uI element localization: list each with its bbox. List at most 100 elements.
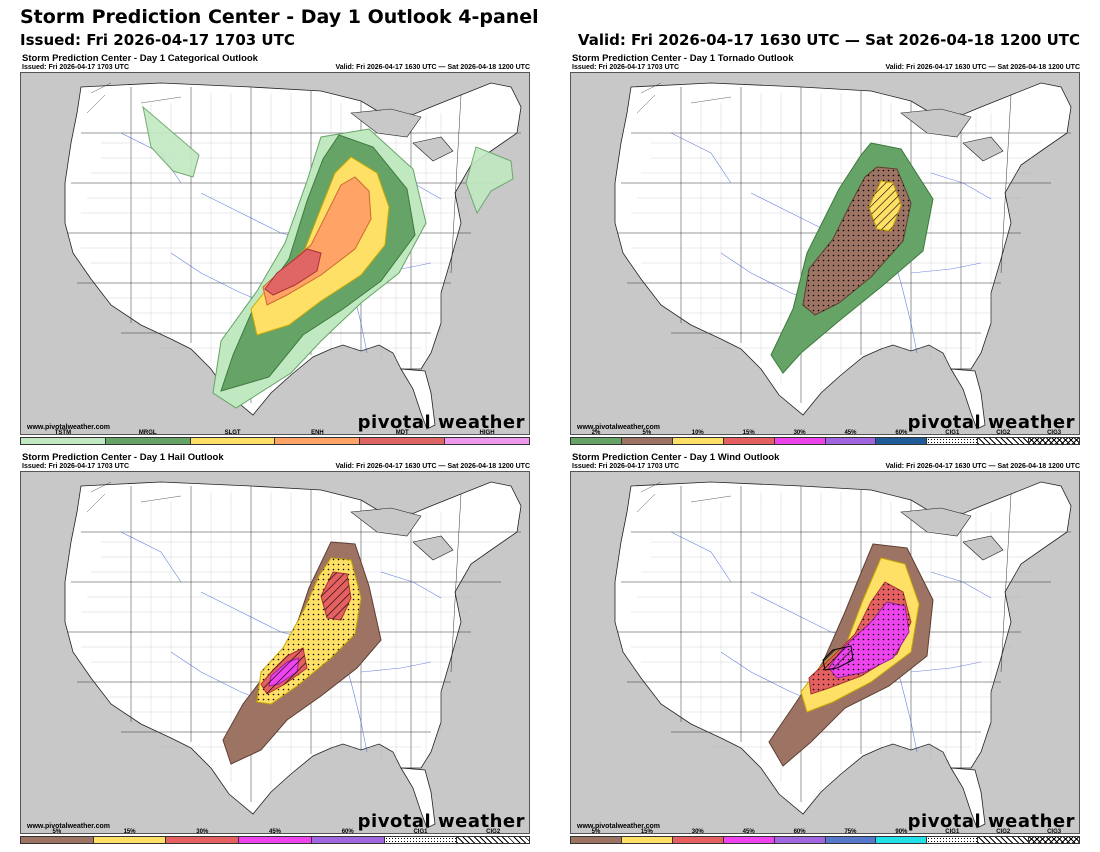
legend-label: 5% (591, 829, 601, 835)
legend-swatch: 5% (571, 829, 622, 843)
legend-swatch: 30% (672, 829, 724, 843)
legend-bar: 2% 5% 10% 15% 30% 45% 60% CIG1 CIG2 CIG3 (570, 430, 1080, 445)
legend-label: CIG3 (1047, 430, 1062, 436)
panel-valid: Valid: Fri 2026-04-17 1630 UTC — Sat 202… (885, 64, 1080, 71)
legend-label: 5% (642, 430, 652, 436)
legend-label: 45% (269, 829, 282, 835)
legend-swatch: 15% (723, 430, 775, 444)
legend-swatch: 60% (311, 829, 385, 843)
legend-swatch: CIG3 (1029, 829, 1080, 843)
tstm-area-west (142, 105, 200, 178)
legend-swatch: 60% (774, 829, 826, 843)
legend-bar: TSTM MRGL SLGT ENH MDT HIGH (20, 430, 530, 445)
site-watermark: www.pivotalweather.com (577, 424, 660, 431)
legend-swatch: 30% (166, 829, 240, 843)
legend-swatch: 5% (621, 430, 673, 444)
legend-label: MDT (395, 430, 409, 436)
issued-time: Issued: Fri 2026-04-17 1703 UTC (20, 31, 295, 49)
legend-swatch: 45% (825, 430, 877, 444)
outlook-map[interactable]: www.pivotalweather.com pivotal weather (20, 471, 530, 834)
tor-10pct-cig (869, 181, 901, 231)
legend-label: 15% (742, 430, 755, 436)
legend-swatch: CIG2 (978, 430, 1030, 444)
legend-label: 90% (895, 829, 908, 835)
panel-issued: Issued: Fri 2026-04-17 1703 UTC (22, 463, 129, 470)
map-svg (571, 73, 1079, 434)
outlook-map[interactable]: www.pivotalweather.com pivotal weather (570, 72, 1080, 435)
pivotal-logo: pivotal weather (357, 811, 525, 832)
panel-valid: Valid: Fri 2026-04-17 1630 UTC — Sat 202… (335, 64, 530, 71)
panel-title: Storm Prediction Center - Day 1 Tornado … (572, 53, 794, 64)
legend-swatch: 15% (621, 829, 673, 843)
legend-label: 15% (123, 829, 136, 835)
legend-label: 30% (196, 829, 209, 835)
legend-label: CIG1 (413, 829, 428, 835)
hail-sig-hatch-south (261, 648, 307, 694)
legend-label: TSTM (54, 430, 72, 436)
legend-swatch: 45% (723, 829, 775, 843)
outlook-map[interactable]: www.pivotalweather.com pivotal weather (570, 471, 1080, 834)
legend-swatch: HIGH (445, 430, 529, 444)
legend-label: CIG1 (945, 829, 960, 835)
legend-swatch: TSTM (21, 430, 106, 444)
legend-label: HIGH (479, 430, 495, 436)
legend-label: 15% (640, 829, 653, 835)
valid-period: Valid: Fri 2026-04-17 1630 UTC — Sat 202… (577, 31, 1080, 49)
legend-label: 2% (591, 430, 601, 436)
tstm-area-northeast (465, 146, 514, 215)
outlook-map[interactable]: www.pivotalweather.com pivotal weather (20, 72, 530, 435)
pivotal-logo: pivotal weather (907, 412, 1075, 433)
legend-swatch: MRGL (105, 430, 191, 444)
legend-swatch: CIG2 (457, 829, 530, 843)
panel-tornado: Storm Prediction Center - Day 1 Tornado … (568, 53, 1080, 453)
legend-label: ENH (311, 430, 324, 436)
panel-title: Storm Prediction Center - Day 1 Categori… (22, 53, 258, 64)
legend-label: CIG1 (945, 430, 960, 436)
legend-swatch: CIG1 (384, 829, 458, 843)
panel-valid: Valid: Fri 2026-04-17 1630 UTC — Sat 202… (335, 463, 530, 470)
map-svg (21, 73, 529, 434)
legend-swatch: 30% (774, 430, 826, 444)
pivotal-logo: pivotal weather (357, 412, 525, 433)
legend-swatch: 90% (876, 829, 928, 843)
legend-label: 30% (793, 430, 806, 436)
legend-swatch: 10% (672, 430, 724, 444)
legend-swatch: ENH (275, 430, 361, 444)
map-svg (21, 472, 529, 833)
legend-swatch: 5% (21, 829, 94, 843)
hail-sig-hatch-north (321, 572, 351, 620)
legend-label: SLGT (224, 430, 241, 436)
legend-label: 5% (52, 829, 62, 835)
wind-sig-hatch (822, 645, 854, 671)
legend-label: 60% (793, 829, 806, 835)
legend-label: 10% (691, 430, 704, 436)
legend-label: 60% (341, 829, 354, 835)
map-svg (571, 472, 1079, 833)
legend-label: 75% (844, 829, 857, 835)
panel-wind: Storm Prediction Center - Day 1 Wind Out… (568, 452, 1080, 852)
panel-hail: Storm Prediction Center - Day 1 Hail Out… (18, 452, 530, 852)
legend-label: 45% (844, 430, 857, 436)
panel-issued: Issued: Fri 2026-04-17 1703 UTC (572, 463, 679, 470)
pivotal-logo: pivotal weather (907, 811, 1075, 832)
panel-title: Storm Prediction Center - Day 1 Hail Out… (22, 452, 224, 463)
mdt-area (264, 248, 322, 296)
legend-swatch: SLGT (190, 430, 276, 444)
legend-label: CIG3 (1047, 829, 1062, 835)
legend-label: 60% (895, 430, 908, 436)
legend-swatch: CIG3 (1029, 430, 1080, 444)
legend-swatch: CIG1 (927, 829, 979, 843)
legend-swatch: CIG1 (927, 430, 979, 444)
legend-swatch: 60% (876, 430, 928, 444)
legend-label: CIG2 (996, 430, 1011, 436)
legend-swatch: 75% (825, 829, 877, 843)
panel-categorical: Storm Prediction Center - Day 1 Categori… (18, 53, 530, 453)
panel-issued: Issued: Fri 2026-04-17 1703 UTC (22, 64, 129, 71)
legend-swatch: 2% (571, 430, 622, 444)
page-title: Storm Prediction Center - Day 1 Outlook … (20, 6, 539, 28)
site-watermark: www.pivotalweather.com (577, 823, 660, 830)
legend-label: 30% (691, 829, 704, 835)
legend-bar: 5% 15% 30% 45% 60% 75% 90% CIG1 CIG2 CIG3 (570, 829, 1080, 844)
legend-label: CIG2 (996, 829, 1011, 835)
legend-label: MRGL (138, 430, 157, 436)
